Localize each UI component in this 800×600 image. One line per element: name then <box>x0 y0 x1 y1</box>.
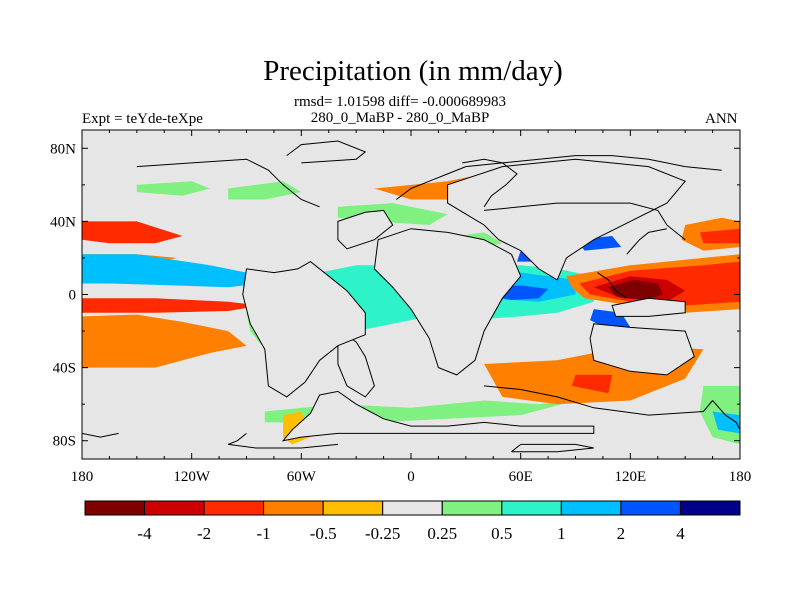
x-tick-label-6: 180 <box>729 469 752 485</box>
experiment-label: Expt = teYde-teXpe <box>82 111 203 127</box>
x-tick-label-4: 60E <box>509 469 533 485</box>
anomaly-region-0 <box>82 221 183 244</box>
coastline-5 <box>666 224 686 241</box>
landmass-7 <box>589 323 695 376</box>
colorbar-box-10 <box>680 500 741 516</box>
x-tick-label-1: 120W <box>173 469 211 485</box>
season-label: ANN <box>705 111 738 127</box>
colorbar-boxes <box>84 500 741 516</box>
y-tick-label-1: 40N <box>50 214 76 230</box>
colorbar-box-6 <box>441 500 503 516</box>
colorbar-box-0 <box>84 500 145 516</box>
chart-subtitle: rmsd= 1.01598 diff= -0.000689983 280_0_M… <box>0 94 800 126</box>
coastline-10 <box>82 432 119 438</box>
colorbar-label-6: 0.5 <box>491 524 512 543</box>
colorbar-label-0: -4 <box>137 524 152 543</box>
colorbar-label-2: -1 <box>257 524 271 543</box>
colorbar-labels: -4 -2 -1 -0.5 -0.25 0.25 0.5 1 2 4 <box>137 524 685 543</box>
x-tick-label-5: 120E <box>614 469 646 485</box>
chart-title: Precipitation (in mm/day) <box>263 55 563 87</box>
coastline-0 <box>286 140 367 164</box>
colorbar-box-1 <box>144 500 205 516</box>
colorbar-label-9: 4 <box>676 524 685 543</box>
coastline-14 <box>511 444 522 453</box>
subtitle-experiments: 280_0_MaBP - 280_0_MaBP <box>310 110 490 126</box>
continent-outlines <box>82 140 740 453</box>
coastline-8 <box>484 385 713 416</box>
coastline-1 <box>136 158 320 208</box>
landmass-1 <box>337 334 375 398</box>
landmass-5 <box>447 158 687 281</box>
colorbar-label-7: 1 <box>557 524 566 543</box>
colorbar-box-3 <box>263 500 324 516</box>
y-tick-label-4: 80S <box>53 434 76 450</box>
landmass-3 <box>337 209 394 250</box>
anomaly-region-29 <box>699 228 740 244</box>
coastline-7 <box>626 228 667 255</box>
coastline-13 <box>511 443 594 453</box>
anomaly-region-3 <box>82 254 262 288</box>
coastline-9 <box>712 400 740 431</box>
anomaly-region-8 <box>136 181 210 196</box>
x-tick-label-0: 180 <box>71 469 94 485</box>
colorbar-box-8 <box>560 500 622 516</box>
colorbar-box-5 <box>382 500 443 516</box>
coastline-3 <box>462 158 518 208</box>
y-tick-label-2: 0 <box>69 288 77 304</box>
y-tick-label-3: 40S <box>53 361 76 377</box>
landmass-4 <box>373 228 522 376</box>
colorbar-label-1: -2 <box>197 524 211 543</box>
coastline-2 <box>396 155 722 200</box>
coastline-11 <box>228 433 247 445</box>
colorbar-label-4: -0.25 <box>365 524 400 543</box>
colorbar-label-5: 0.25 <box>427 524 457 543</box>
anomaly-region-4 <box>82 298 262 313</box>
landmass-6 <box>611 297 686 317</box>
coastline-4 <box>484 202 668 226</box>
y-tick-label-0: 80N <box>50 141 76 157</box>
x-tick-label-2: 60W <box>287 469 317 485</box>
colorbar-box-7 <box>501 500 562 516</box>
anomaly-region-32 <box>571 374 613 394</box>
anomaly-region-9 <box>228 181 302 200</box>
subtitle-stats: rmsd= 1.01598 diff= -0.000689983 <box>293 94 507 110</box>
x-tick-label-3: 0 <box>407 469 415 485</box>
anomaly-region-34 <box>712 411 740 434</box>
colorbar-box-9 <box>620 500 681 516</box>
colorbar-label-3: -0.5 <box>310 524 337 543</box>
colorbar-box-4 <box>322 500 384 516</box>
coastline-6 <box>597 272 627 299</box>
landmass-0 <box>281 390 595 442</box>
landmass-2 <box>242 260 366 398</box>
colorbar-label-8: 2 <box>617 524 626 543</box>
axes: 180 120W 60W 0 60E 120E 180 80N 40N 0 40S 80S <box>50 129 752 485</box>
anomaly-region-6 <box>82 314 247 368</box>
coastline-12 <box>228 443 338 449</box>
colorbar-box-2 <box>203 500 265 516</box>
